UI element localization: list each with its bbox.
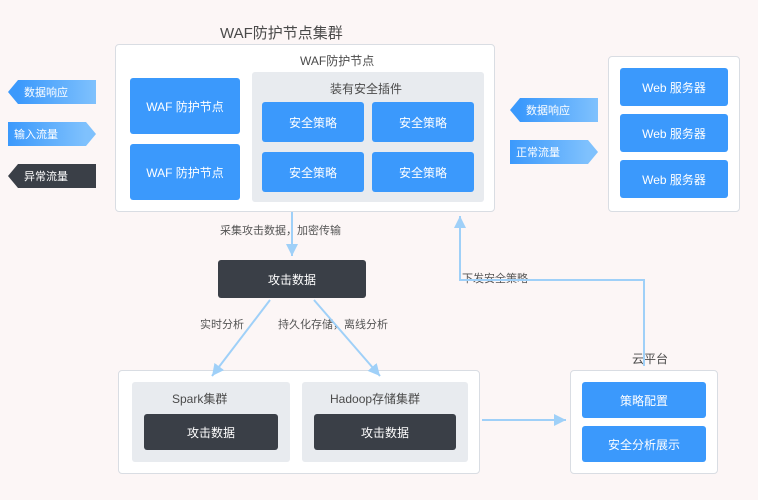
waf-node-1-label: WAF 防护节点 — [146, 98, 224, 115]
arrow-resp-right: 数据响应 — [520, 98, 598, 122]
waf-node-1: WAF 防护节点 — [130, 78, 240, 134]
edge-dispatch: 下发安全策略 — [462, 270, 528, 286]
edge-collect: 采集攻击数据，加密传输 — [220, 222, 341, 238]
web-1-label: Web 服务器 — [642, 79, 706, 96]
spark-title: Spark集群 — [172, 390, 227, 407]
security-display-label: 安全分析展示 — [608, 436, 680, 453]
security-display: 安全分析展示 — [582, 426, 706, 462]
cluster-title: WAF防护节点集群 — [220, 22, 343, 43]
policy-config-label: 策略配置 — [620, 392, 668, 409]
spark-data: 攻击数据 — [144, 414, 278, 450]
spark-data-label: 攻击数据 — [187, 424, 235, 441]
waf-node-2: WAF 防护节点 — [130, 144, 240, 200]
web-3: Web 服务器 — [620, 160, 728, 198]
web-1: Web 服务器 — [620, 68, 728, 106]
policy-1-label: 安全策略 — [289, 114, 337, 131]
policy-1: 安全策略 — [262, 102, 364, 142]
arrow-resp-left: 数据响应 — [18, 80, 96, 104]
arrow-resp-right-label: 数据响应 — [526, 102, 570, 118]
policy-3-label: 安全策略 — [289, 164, 337, 181]
arrow-input: 输入流量 — [8, 122, 86, 146]
edge-offline: 持久化存储，离线分析 — [278, 316, 388, 332]
plugin-title: 装有安全插件 — [330, 80, 402, 97]
hadoop-data-label: 攻击数据 — [361, 424, 409, 441]
policy-3: 安全策略 — [262, 152, 364, 192]
policy-4-label: 安全策略 — [399, 164, 447, 181]
web-2: Web 服务器 — [620, 114, 728, 152]
arrow-normal: 正常流量 — [510, 140, 588, 164]
web-3-label: Web 服务器 — [642, 171, 706, 188]
arrow-normal-label: 正常流量 — [516, 144, 560, 160]
waf-node-2-label: WAF 防护节点 — [146, 164, 224, 181]
policy-4: 安全策略 — [372, 152, 474, 192]
waf-node-title: WAF防护节点 — [300, 52, 374, 69]
hadoop-title: Hadoop存储集群 — [330, 390, 420, 407]
hadoop-data: 攻击数据 — [314, 414, 456, 450]
arrow-resp-left-label: 数据响应 — [24, 84, 68, 100]
edge-realtime: 实时分析 — [200, 316, 244, 332]
cloud-title: 云平台 — [632, 350, 668, 367]
arrow-input-label: 输入流量 — [14, 126, 58, 142]
policy-config: 策略配置 — [582, 382, 706, 418]
arrow-abnormal-label: 异常流量 — [24, 168, 68, 184]
arrow-abnormal: 异常流量 — [18, 164, 96, 188]
attack-data-label: 攻击数据 — [268, 271, 316, 288]
web-2-label: Web 服务器 — [642, 125, 706, 142]
policy-2-label: 安全策略 — [399, 114, 447, 131]
policy-2: 安全策略 — [372, 102, 474, 142]
attack-data: 攻击数据 — [218, 260, 366, 298]
